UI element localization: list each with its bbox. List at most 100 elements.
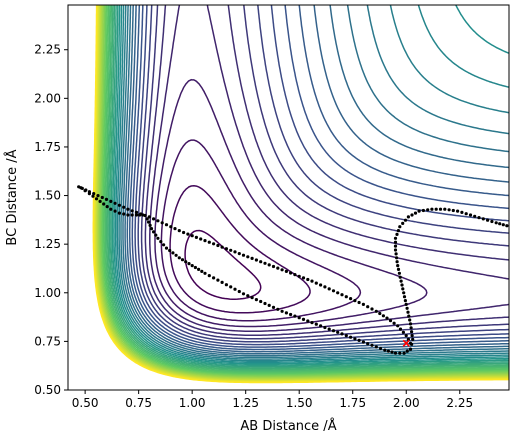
trajectory-point [456, 209, 460, 213]
trajectory-point [306, 319, 310, 323]
trajectory-point [177, 229, 181, 233]
trajectory-point [224, 283, 228, 287]
trajectory-point [374, 309, 378, 313]
x-tick-label: 1.75 [339, 396, 366, 410]
trajectory-point [395, 260, 399, 264]
trajectory-point [289, 312, 293, 317]
contour-line [93, 5, 509, 383]
trajectory-point [186, 232, 190, 236]
trajectory-point [403, 299, 407, 303]
trajectory-point [385, 316, 389, 320]
trajectory-point [498, 222, 502, 226]
trajectory-point [98, 199, 102, 203]
trajectory-point [301, 276, 306, 280]
trajectory-point [117, 203, 121, 207]
trajectory-point [148, 223, 152, 227]
trajectory-point [407, 314, 411, 318]
trajectory-point [164, 246, 169, 250]
trajectory-point [327, 327, 331, 331]
trajectory-point [323, 325, 327, 330]
trajectory-point [370, 307, 374, 311]
trajectory-point [403, 218, 408, 222]
trajectory-point [194, 235, 198, 239]
trajectory-point [398, 351, 402, 355]
x-tick-label: 1.50 [286, 396, 313, 410]
trajectory-point [361, 302, 365, 306]
trajectory-point [395, 232, 399, 236]
trajectory-point [408, 318, 412, 322]
trajectory-path [77, 185, 509, 355]
trajectory-point [397, 271, 401, 275]
trajectory-point [241, 253, 246, 257]
trajectory-point [224, 247, 228, 251]
contour-line [107, 5, 509, 370]
trajectory-point [162, 243, 166, 247]
trajectory-point [130, 213, 134, 217]
contour-line [131, 5, 509, 348]
contour-line [102, 5, 509, 375]
trajectory-point [426, 208, 430, 212]
plot-frame [67, 4, 510, 391]
trajectory-point [134, 213, 139, 217]
trajectory-point [79, 186, 83, 190]
trajectory-point [486, 218, 490, 222]
x-tick-label: 0.75 [125, 396, 152, 410]
trajectory-point [468, 213, 473, 217]
contour-line [122, 5, 509, 357]
trajectory-point [481, 217, 485, 221]
trajectory-point [220, 280, 224, 284]
trajectory-point [207, 274, 211, 278]
trajectory-point [141, 213, 145, 217]
trajectory-point [396, 229, 400, 233]
trajectory-point [340, 293, 344, 297]
trajectory-point [310, 279, 314, 283]
trajectory-point [126, 207, 130, 211]
trajectory-point [147, 215, 151, 219]
trajectory-point [177, 256, 181, 260]
contour-line [116, 5, 509, 362]
y-tick-label: 1.50 [34, 189, 61, 203]
trajectory-point [392, 321, 396, 325]
contour-line [114, 5, 509, 364]
trajectory-point [259, 260, 263, 264]
trajectory-point [293, 314, 297, 318]
trajectory-point [250, 256, 254, 260]
trajectory-point [87, 192, 91, 196]
y-tick-label: 2.00 [34, 91, 61, 105]
trajectory-point [393, 236, 398, 240]
trajectory-point [451, 208, 455, 213]
trajectory-point [233, 250, 237, 254]
trajectory-point [293, 273, 297, 277]
y-tick-label: 0.75 [34, 334, 61, 348]
trajectory-point [280, 309, 284, 313]
trajectory-point [193, 265, 197, 270]
trajectory-point [396, 264, 400, 268]
trajectory-point [297, 274, 301, 278]
trajectory-point [171, 251, 175, 255]
contour-line [92, 5, 509, 384]
trajectory-point [207, 240, 211, 244]
trajectory-point [284, 311, 288, 315]
trajectory-point [390, 350, 394, 354]
contour-line [120, 5, 509, 359]
trajectory-point [229, 248, 233, 252]
trajectory-point [438, 207, 443, 211]
trajectory-point [94, 197, 99, 201]
trajectory-point [216, 243, 220, 248]
trajectory-point [361, 340, 365, 344]
trajectory-point [406, 337, 410, 341]
trajectory-point [411, 337, 415, 341]
trajectory-point [220, 245, 224, 249]
trajectory-point [203, 239, 207, 243]
trajectory-point [259, 299, 263, 304]
trajectory-point [156, 236, 160, 240]
trajectory-point [406, 215, 410, 219]
trajectory-point [237, 289, 241, 294]
trajectory-point [154, 233, 158, 237]
contour-line [113, 5, 509, 365]
trajectory-point [152, 230, 156, 234]
trajectory-point [190, 234, 194, 238]
contour-line [111, 5, 509, 367]
trajectory-point [182, 230, 186, 235]
trajectory-point [393, 248, 398, 252]
